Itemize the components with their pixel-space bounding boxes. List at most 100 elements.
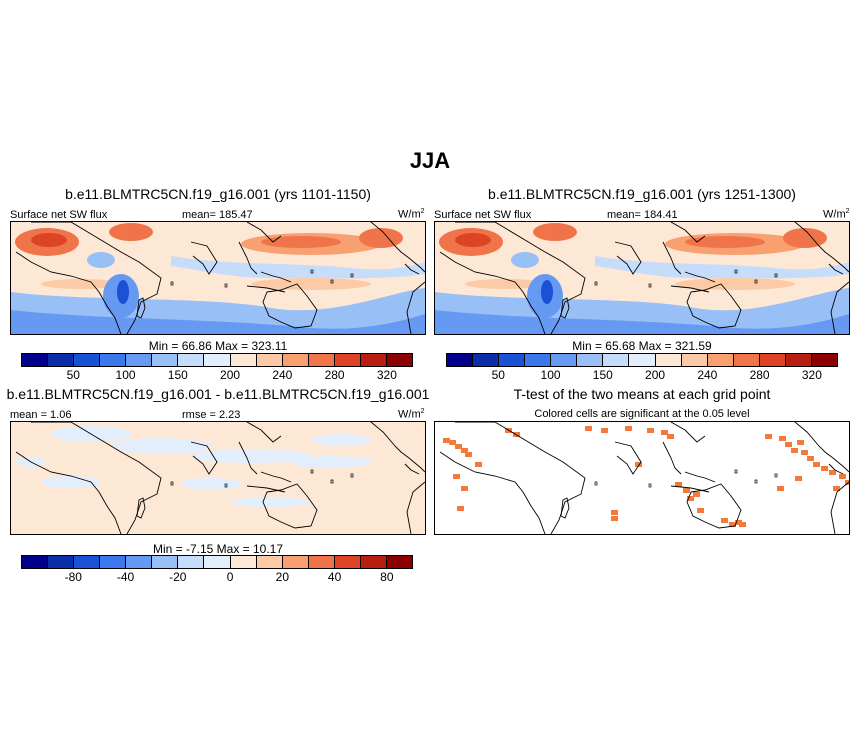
negative-difference-region <box>291 456 371 468</box>
colorbar-tick-label: 0 <box>226 570 234 584</box>
panel-bottom-left-title: b.e11.BLMTRC5CN.f19_g16.001 - b.e11.BLMT… <box>6 386 430 402</box>
significant-cell <box>461 486 468 491</box>
coastline <box>406 481 425 534</box>
colorbar-swatch <box>178 556 205 568</box>
colorbar-swatch <box>256 354 283 366</box>
significant-cell <box>601 428 608 433</box>
colorbar-swatch <box>681 354 708 366</box>
negative-difference-region <box>231 497 311 507</box>
colorbar-swatch <box>230 556 257 568</box>
north-pacific-high-core <box>685 236 765 248</box>
significant-cell <box>635 462 642 467</box>
island <box>774 473 778 478</box>
significant-cell <box>729 522 736 527</box>
significant-cell <box>455 444 462 449</box>
coastline <box>670 222 706 243</box>
subtropical-high <box>675 278 795 290</box>
significant-cell <box>661 430 668 435</box>
coastline <box>370 422 425 473</box>
coastline <box>794 222 849 273</box>
colorbar-swatch <box>759 354 786 366</box>
significant-cell <box>735 520 742 525</box>
significant-cell <box>693 492 700 497</box>
subtropical-high <box>41 279 121 289</box>
colorbar-swatch <box>152 354 179 366</box>
panel-top-left-minmax: Min = 66.86 Max = 323.11 <box>148 339 288 353</box>
panel-top-right-title: b.e11.BLMTRC5CN.f19_g16.001 (yrs 1251-13… <box>488 186 796 202</box>
significant-cell <box>461 448 468 453</box>
significant-cell <box>777 486 784 491</box>
colorbar-swatch <box>629 354 656 366</box>
coastline <box>828 463 844 475</box>
coastline <box>246 222 282 243</box>
figure-title: JJA <box>409 148 451 173</box>
significant-cell <box>785 442 792 447</box>
significant-cell <box>779 436 786 441</box>
significant-cell <box>585 426 592 431</box>
flux-map-top-right <box>435 222 849 334</box>
significant-cell <box>791 448 798 453</box>
negative-difference-region <box>311 434 371 446</box>
colorbar-swatch <box>230 354 257 366</box>
difference-map <box>11 422 425 534</box>
significant-cell <box>611 516 618 521</box>
coastline <box>404 463 420 475</box>
significant-cell <box>721 518 728 523</box>
colorbar-tick-label: 280 <box>749 368 770 382</box>
colorbar-swatch <box>785 354 812 366</box>
ttest-significance-map <box>435 422 849 534</box>
colorbar-tick-label: 280 <box>324 368 345 382</box>
colorbar-swatch <box>655 354 682 366</box>
map-top-left <box>10 221 426 335</box>
panel-top-left-mean: mean= 185.47 <box>182 209 253 221</box>
africa-lowest-region <box>117 280 129 304</box>
island <box>330 279 334 284</box>
colorbar-swatch <box>707 354 734 366</box>
colorbar-swatch <box>386 354 412 366</box>
significant-cell <box>475 462 482 467</box>
panel-top-left-title: b.e11.BLMTRC5CN.f19_g16.001 (yrs 1101-11… <box>65 186 371 202</box>
colorbar-swatch <box>74 556 101 568</box>
colorbar-tick-label: 50 <box>66 368 80 382</box>
colorbar-tick-label: 20 <box>275 570 290 584</box>
colorbar-swatch <box>360 556 387 568</box>
significant-cell <box>797 440 804 445</box>
high-flux-region <box>783 228 827 248</box>
very-high-flux-region <box>31 233 67 247</box>
colorbar-swatch <box>811 354 837 366</box>
coastline <box>662 441 682 475</box>
colorbar-swatch <box>204 556 231 568</box>
island <box>330 479 334 484</box>
colorbar-bottom-left <box>21 555 413 569</box>
significant-cell <box>675 482 682 487</box>
significant-cell <box>667 434 674 439</box>
coastline <box>684 471 716 483</box>
panel-top-left-variable: Surface net SW flux <box>10 209 108 221</box>
island <box>350 473 354 478</box>
island <box>648 483 652 488</box>
island <box>350 273 354 278</box>
colorbar-swatch <box>308 354 335 366</box>
coastline <box>190 441 218 475</box>
high-flux-region <box>533 223 577 241</box>
africa-lowest-region <box>541 280 553 304</box>
island <box>648 283 652 288</box>
colorbar-swatch <box>48 556 75 568</box>
coastline <box>614 441 642 475</box>
significant-cell <box>465 452 472 457</box>
coastline <box>684 271 716 283</box>
coastline <box>262 283 318 329</box>
colorbar-swatch <box>178 354 205 366</box>
significant-cell <box>813 462 820 467</box>
colorbar-swatch <box>334 556 361 568</box>
significant-cell <box>833 486 840 491</box>
colorbar-swatch <box>733 354 760 366</box>
panel-bottom-right-title: T-test of the two means at each grid poi… <box>513 386 771 402</box>
subtropical-high <box>465 279 545 289</box>
colorbar-swatch <box>22 354 49 366</box>
colorbar-bottom-left-ticks: -80 -40 -20 0 20 40 80 <box>21 570 413 586</box>
negative-difference-region <box>41 476 101 488</box>
coastline <box>404 263 420 275</box>
africa-low-region <box>511 252 539 268</box>
colorbar-swatch <box>603 354 630 366</box>
